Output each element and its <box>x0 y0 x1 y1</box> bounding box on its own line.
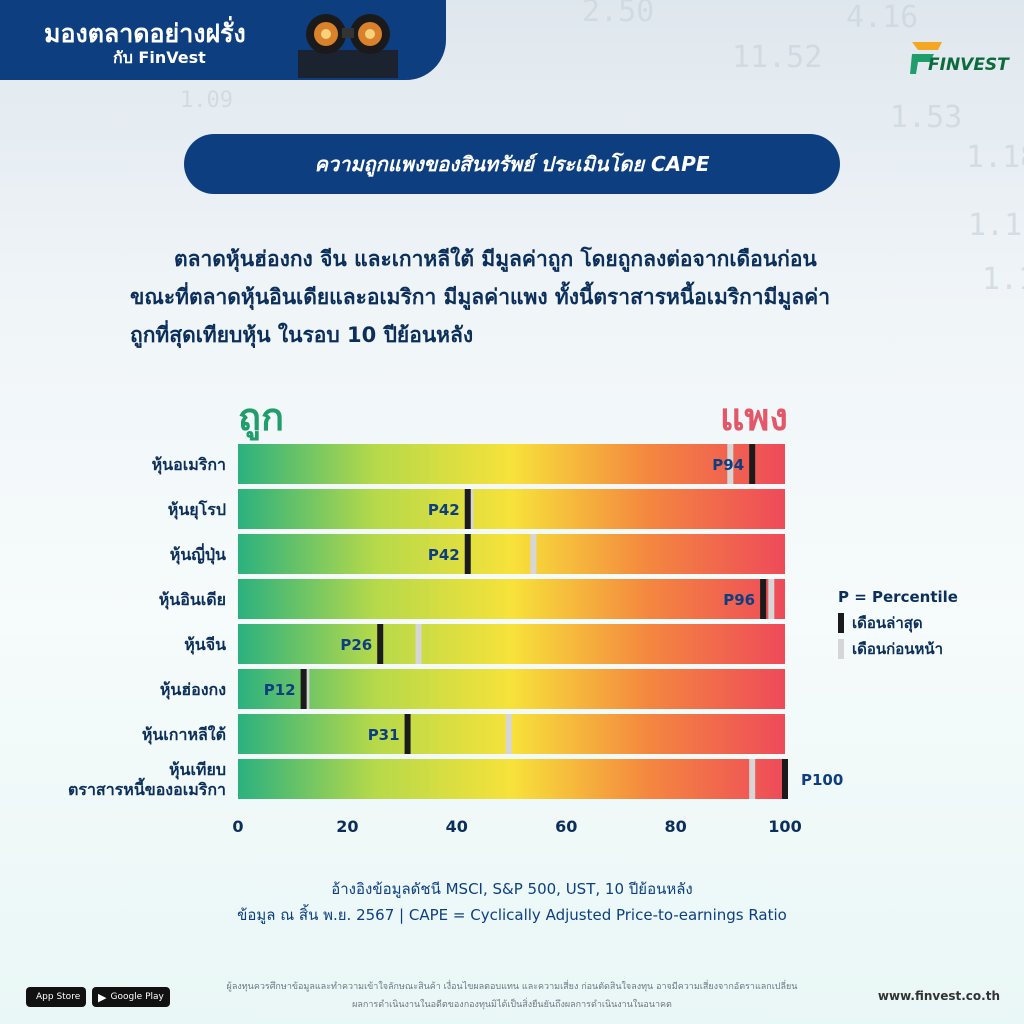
category-label: หุ้นอินเดีย <box>159 590 226 610</box>
data-label: P100 <box>801 771 843 789</box>
play-icon: ▶ <box>98 990 107 1004</box>
intro-line: ตลาดหุ้นฮ่องกง จีน และเกาหลีใต้ มีมูลค่า… <box>174 247 817 271</box>
latest-marker <box>377 624 384 664</box>
data-label: P12 <box>264 681 296 699</box>
category-label: หุ้นจีน <box>184 635 226 655</box>
chart-heading: ความถูกแพงของสินทรัพย์ ประเมินโดย CAPE <box>184 134 840 194</box>
disclaimer: ผู้ลงทุนควรศึกษาข้อมูลและทำความเข้าใจลัก… <box>170 978 854 1014</box>
data-label: P31 <box>368 726 400 744</box>
expensive-label: แพง <box>719 395 788 439</box>
intro-line: ขณะที่ตลาดหุ้นอินเดียและอเมริกา มีมูลค่า… <box>130 285 830 309</box>
bar-4 <box>238 624 785 664</box>
finvest-wordmark: FINVEST <box>928 55 1009 75</box>
googleplay-label: Google Play <box>110 992 164 1002</box>
bar-1 <box>238 489 785 529</box>
category-label: หุ้นยุโรป <box>168 499 226 520</box>
previous-marker <box>505 714 512 754</box>
legend-previous-swatch <box>838 639 844 659</box>
legend: P = Percentile เดือนล่าสุด เดือนก่อนหน้า <box>838 584 958 662</box>
latest-marker <box>760 579 767 619</box>
latest-marker <box>749 444 756 484</box>
finvest-logo-icon <box>910 42 942 74</box>
latest-marker <box>464 534 471 574</box>
finvest-logo: FINVEST <box>908 36 1009 78</box>
banner-title: มองตลาดอย่างฝรั่ง <box>44 19 246 48</box>
data-label: P96 <box>723 591 755 609</box>
category-label: หุ้นเทียบ <box>169 760 226 780</box>
category-label: หุ้นญี่ปุ่น <box>170 543 226 565</box>
data-label: P42 <box>428 501 460 519</box>
latest-marker <box>404 714 411 754</box>
bar-3 <box>238 579 785 619</box>
bar-0 <box>238 444 785 484</box>
latest-marker <box>464 489 471 529</box>
data-label: P26 <box>340 636 372 654</box>
banner-subtitle: กับ FinVest <box>113 48 206 67</box>
appstore-badge[interactable]: App Store <box>26 987 87 1007</box>
x-tick-label: 60 <box>555 817 577 836</box>
googleplay-badge[interactable]: ▶ Google Play <box>92 987 170 1007</box>
bar-2 <box>238 534 785 574</box>
legend-latest-label: เดือนล่าสุด <box>852 614 923 632</box>
previous-marker <box>530 534 537 574</box>
category-label: หุ้นอเมริกา <box>152 455 226 475</box>
bar-5 <box>238 669 785 709</box>
binoculars-icon <box>298 14 398 78</box>
legend-previous-label: เดือนก่อนหน้า <box>852 640 944 658</box>
disclaimer-line: ผู้ลงทุนควรศึกษาข้อมูลและทำความเข้าใจลัก… <box>226 982 798 992</box>
previous-marker <box>768 579 775 619</box>
intro-line: ถูกที่สุดเทียบหุ้น ในรอบ 10 ปีย้อนหลัง <box>130 323 474 347</box>
source-note: อ้างอิงข้อมูลดัชนี MSCI, S&P 500, UST, 1… <box>0 876 1024 928</box>
x-tick-label: 80 <box>664 817 686 836</box>
cheap-label: ถูก <box>238 395 285 439</box>
intro-text: ตลาดหุ้นฮ่องกง จีน และเกาหลีใต้ มีมูลค่า… <box>130 240 910 354</box>
disclaimer-line: ผลการดำเนินงานในอดีตของกองทุนมิได้เป็นสิ… <box>352 1000 672 1010</box>
data-label: P42 <box>428 546 460 564</box>
latest-marker <box>300 669 307 709</box>
previous-marker <box>415 624 422 664</box>
bar-7 <box>238 759 785 799</box>
source-line: ข้อมูล ณ สิ้น พ.ย. 2567 | CAPE = Cyclica… <box>237 906 787 924</box>
x-tick-label: 20 <box>336 817 358 836</box>
latest-marker <box>782 759 788 799</box>
x-tick-label: 100 <box>768 817 801 836</box>
top-banner: มองตลาดอย่างฝรั่ง กับ FinVest <box>0 0 446 80</box>
category-label: ตราสารหนี้ของอเมริกา <box>68 777 226 799</box>
category-label: หุ้นฮ่องกง <box>160 680 226 700</box>
previous-marker <box>749 759 756 799</box>
legend-latest-swatch <box>838 613 844 633</box>
website-link[interactable]: www.finvest.co.th <box>877 989 1000 1003</box>
source-line: อ้างอิงข้อมูลดัชนี MSCI, S&P 500, UST, 1… <box>331 880 693 898</box>
x-tick-label: 0 <box>232 817 243 836</box>
x-tick-label: 40 <box>446 817 468 836</box>
category-label: หุ้นเกาหลีใต้ <box>142 725 226 745</box>
appstore-label: App Store <box>36 992 81 1002</box>
data-label: P94 <box>712 456 744 474</box>
previous-marker <box>727 444 734 484</box>
legend-note: P = Percentile <box>838 588 958 606</box>
